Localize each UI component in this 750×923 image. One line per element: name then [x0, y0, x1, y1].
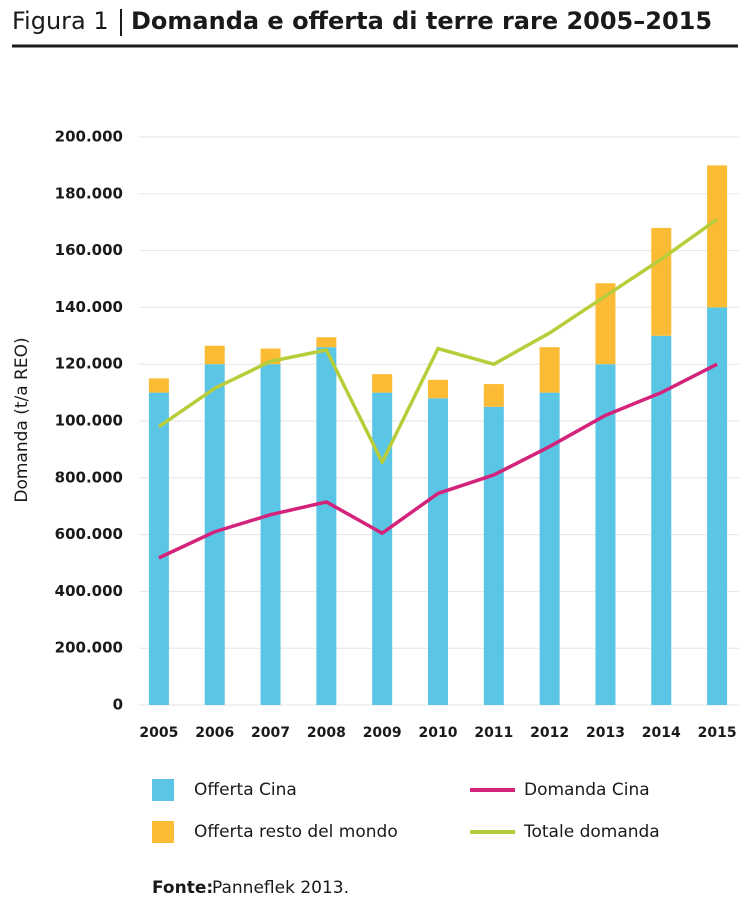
- source-label: Fonte:: [152, 878, 213, 898]
- y-tick-label: 100.000: [55, 412, 123, 430]
- bar: [260, 364, 281, 705]
- bar: [372, 374, 393, 393]
- bar: [707, 307, 728, 705]
- bar: [483, 406, 504, 705]
- legend-swatch: [152, 779, 174, 801]
- bar: [204, 364, 225, 705]
- chart-title: Domanda e offerta di terre rare 2005–201…: [131, 7, 712, 35]
- y-axis-title: Domanda (t/a REO): [12, 337, 32, 502]
- bar: [148, 378, 169, 393]
- y-tick-label: 200.000: [55, 639, 123, 657]
- x-tick-label: 2005: [139, 725, 178, 741]
- bar: [428, 379, 448, 399]
- x-tick-label: 2009: [363, 725, 402, 741]
- bar: [595, 283, 616, 365]
- figure-label: Figura 1: [12, 7, 109, 35]
- x-tick-label: 2012: [530, 725, 569, 741]
- bar: [204, 345, 225, 365]
- x-tick-label: 2006: [195, 725, 234, 741]
- x-tick-label: 2015: [698, 725, 737, 741]
- line: [158, 362, 718, 560]
- y-tick-label: 200.000: [55, 128, 123, 146]
- bar: [595, 364, 616, 705]
- y-tick-label: 0: [113, 696, 123, 714]
- legend-label: Offerta resto del mondo: [194, 822, 398, 842]
- legend-label: Offerta Cina: [194, 780, 297, 800]
- x-tick-label: 2008: [307, 725, 346, 741]
- bar: [539, 392, 560, 705]
- bar: [316, 347, 337, 705]
- bar: [316, 337, 337, 348]
- x-tick-label: 2010: [419, 725, 458, 741]
- bar: [707, 165, 728, 308]
- source: Panneflek 2013.: [212, 878, 349, 898]
- bar: [651, 335, 672, 705]
- x-tick-label: 2014: [642, 725, 681, 741]
- y-tick-label: 180.000: [55, 184, 123, 202]
- y-tick-label: 400.000: [55, 582, 123, 600]
- bar: [651, 227, 672, 336]
- x-tick-label: 2007: [251, 725, 290, 741]
- y-tick-label: 120.000: [55, 355, 123, 373]
- legend-label: Totale domanda: [523, 822, 660, 842]
- y-tick-label: 600.000: [55, 525, 123, 543]
- bar: [148, 392, 169, 705]
- x-tick-label: 2011: [474, 725, 513, 741]
- bar: [372, 392, 393, 705]
- y-tick-label: 160.000: [55, 241, 123, 259]
- y-tick-label: 140.000: [55, 298, 123, 316]
- bar: [539, 347, 560, 393]
- x-tick-label: 2013: [586, 725, 625, 741]
- bar: [428, 398, 448, 705]
- line: [157, 217, 719, 464]
- bar: [483, 384, 504, 407]
- legend-swatch: [152, 821, 174, 843]
- legend-label: Domanda Cina: [524, 780, 650, 800]
- y-tick-label: 800.000: [55, 468, 123, 486]
